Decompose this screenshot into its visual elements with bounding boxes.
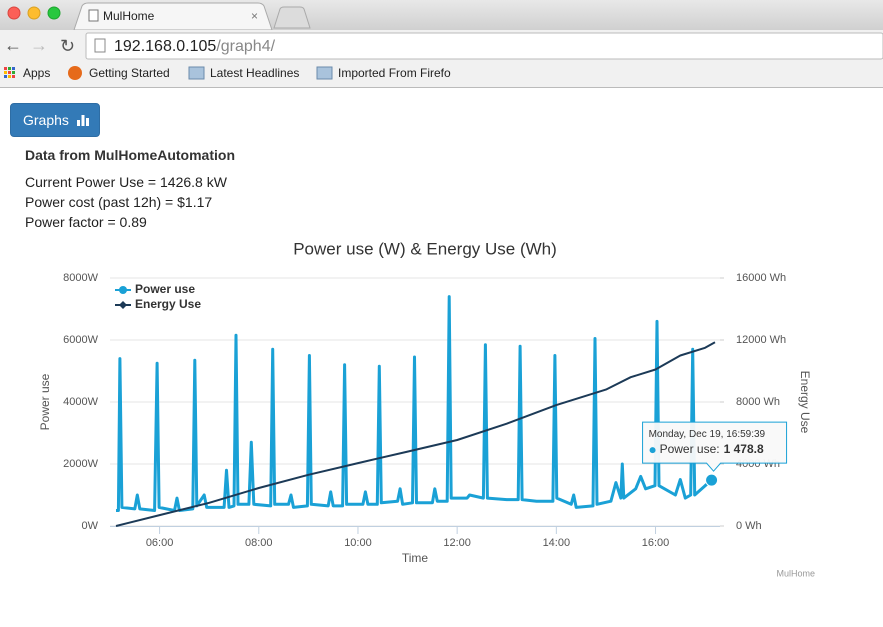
close-window[interactable] [7,6,21,20]
tab-close[interactable]: × [251,9,258,23]
legend-label: Energy Use [135,297,201,311]
url: 192.168.0.105/graph4/ [114,38,276,55]
bar-icon [76,115,89,126]
chart-title: Power use (W) & Energy Use (Wh) [293,239,557,258]
info-line: Current Power Use = 1426.8 kW [25,174,227,190]
legend-marker [119,301,127,309]
x-tick-label: 12:00 [443,537,471,549]
tab-icon [88,9,99,22]
tooltip-label: Power use: [660,442,720,456]
bookmark[interactable]: Imported From Firefo [338,66,451,80]
browser-chrome: MulHome × ← → ↻ 192.168.0.105/graph4/ Ap… [0,0,883,88]
folder-icon [188,66,205,80]
bookmark[interactable]: Apps [23,66,50,80]
y-tick-label: 2000W [63,458,98,470]
y2-tick-label: 16000 Wh [736,272,786,284]
y2-tick-label: 0 Wh [736,520,762,532]
forward-button[interactable]: → [30,35,48,55]
x-tick-label: 10:00 [344,537,372,549]
url-path: /graph4/ [216,38,275,55]
bookmark[interactable]: Getting Started [89,66,170,80]
tooltip-box [642,421,788,472]
y-tick-label: 4000W [63,396,98,408]
y2-tick-label: 8000 Wh [736,396,780,408]
bookmark[interactable]: Latest Headlines [210,66,299,80]
credits: MulHome [776,568,815,578]
series-line [116,295,713,512]
reload-button[interactable]: ↻ [60,36,75,56]
tab[interactable] [73,2,273,31]
heading: Data from MulHomeAutomation [25,147,235,163]
graphs-button[interactable]: Graphs [10,103,100,137]
folder-icon [316,66,333,80]
firefox-icon [68,66,82,80]
x-tick-label: 06:00 [146,537,174,549]
tooltip-header: Monday, Dec 19, 16:59:39 [649,429,766,440]
y-tick-label: 0W [82,520,99,532]
x-tick-label: 08:00 [245,537,273,549]
legend-label: Power use [135,282,195,296]
button-label: Graphs [23,112,69,128]
chart: Power use (W) & Energy Use (Wh) 0W 2000W 40… [38,239,815,578]
tooltip-dot [649,447,656,454]
page-icon [94,38,106,53]
tooltip-body: Power use: 1 478.8 [660,442,764,456]
x-tick-label: 16:00 [642,537,670,549]
tab-title: MulHome [103,9,155,23]
x-tick-label: 14:00 [543,537,571,549]
new-tab[interactable] [273,6,311,29]
url-host: 192.168.0.105 [114,38,216,55]
maximize-window[interactable] [47,6,61,20]
series-line [115,341,716,527]
apps-icon [4,67,15,78]
back-button[interactable]: ← [4,35,22,55]
info-line: Power factor = 0.89 [25,214,147,230]
y-tick-label: 6000W [63,334,98,346]
y2-axis-title: Energy Use [798,371,812,434]
hover-marker [705,473,719,487]
y-axis-title: Power use [38,373,52,430]
address-bar[interactable] [85,32,883,60]
legend-marker [119,286,127,294]
minimize-window[interactable] [27,6,41,20]
y2-tick-label: 12000 Wh [736,334,786,346]
info-line: Power cost (past 12h) = $1.17 [25,194,213,210]
x-axis-title: Time [402,551,429,565]
tooltip-value: 1 478.8 [724,442,764,456]
y-tick-label: 8000W [63,272,98,284]
